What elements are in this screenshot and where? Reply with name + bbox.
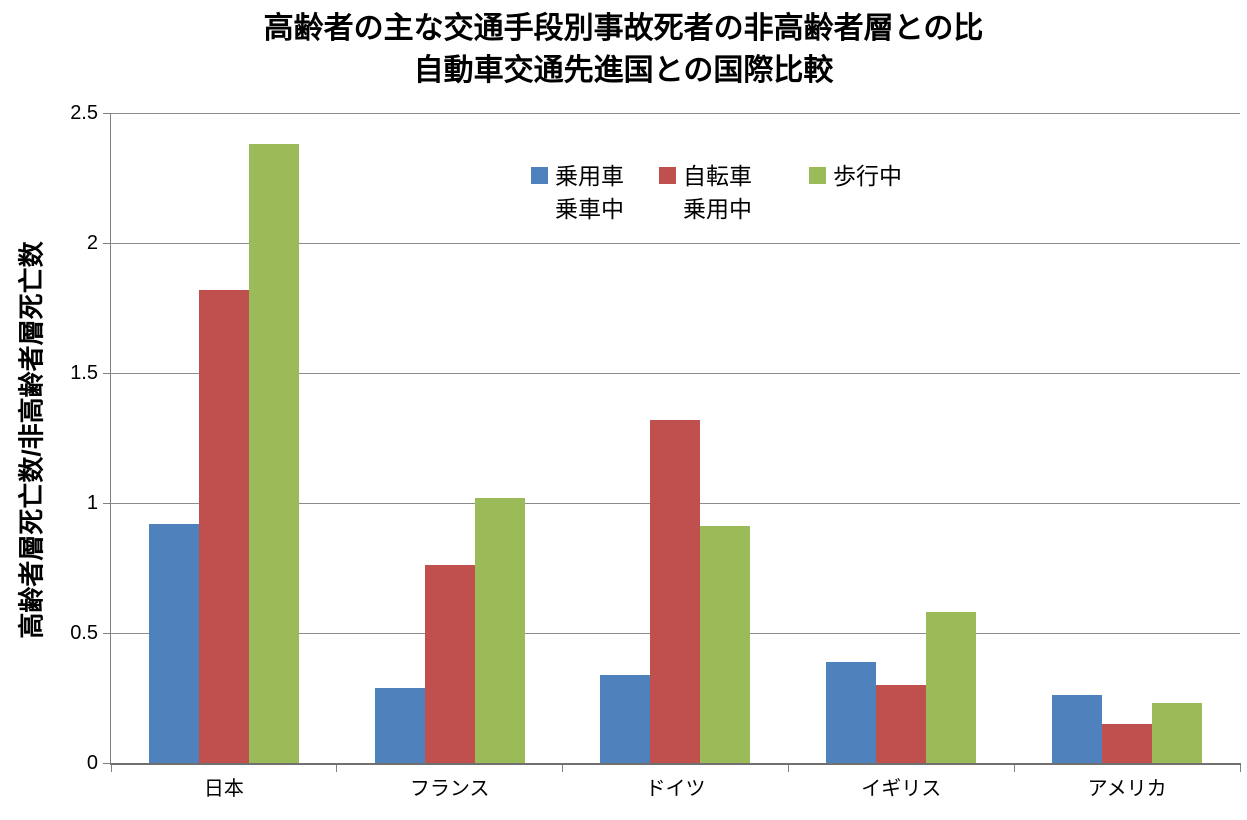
chart-title-line2: 自動車交通先進国との国際比較	[413, 54, 834, 87]
y-axis-line	[110, 113, 111, 764]
bar-日本-乗用車乗車中	[148, 523, 199, 763]
legend-item-歩行中: 歩行中	[809, 160, 902, 193]
y-tick-mark	[103, 372, 111, 374]
chart-title-line1: 高齢者の主な交通手段別事故死者の非高齢者層との比	[263, 12, 984, 45]
bar-group-日本	[111, 113, 337, 763]
x-category-label-イギリス: イギリス	[861, 778, 942, 800]
y-tick-label-2.5: 2.5	[70, 102, 98, 124]
bar-アメリカ-乗用車乗車中	[1052, 695, 1103, 763]
bar-フランス-歩行中	[474, 497, 525, 763]
bar-イギリス-乗用車乗車中	[826, 661, 877, 763]
bar-フランス-自転車乗用中	[424, 565, 475, 763]
y-tick-mark	[103, 502, 111, 504]
legend-item-自転車乗用中: 自転車 乗用中	[659, 160, 752, 226]
y-tick-label-0: 0	[86, 752, 98, 774]
bar-group-ドイツ	[563, 113, 789, 763]
legend-item-乗用車乗車中: 乗用車 乗車中	[531, 160, 624, 226]
bar-group-フランス	[337, 113, 563, 763]
y-axis-title: 高齢者層死亡数/非高齢者層死亡数	[16, 241, 47, 639]
bar-イギリス-自転車乗用中	[876, 685, 927, 763]
x-category-label-日本: 日本	[203, 778, 244, 800]
y-tick-mark	[103, 632, 111, 634]
x-tick-mark	[110, 765, 112, 772]
bar-ドイツ-歩行中	[700, 526, 751, 763]
legend: 乗用車 乗車中 自転車 乗用中 歩行中	[531, 160, 902, 226]
x-tick-mark	[562, 765, 564, 772]
x-category-label-フランス: フランス	[409, 778, 490, 800]
y-tick-mark	[103, 112, 111, 114]
plot-area	[103, 112, 1241, 772]
y-tick-label-1.5: 1.5	[70, 362, 98, 384]
gridline-2	[111, 242, 1240, 244]
bar-group-イギリス	[788, 113, 1014, 763]
legend-label-歩行中: 歩行中	[833, 163, 902, 189]
bar-イギリス-歩行中	[926, 612, 977, 763]
bar-日本-自転車乗用中	[198, 289, 249, 763]
x-category-label-ドイツ: ドイツ	[645, 778, 706, 800]
y-tick-label-2: 2	[86, 232, 98, 254]
y-tick-mark	[103, 242, 111, 244]
y-tick-mark	[103, 762, 111, 764]
x-tick-mark	[1239, 765, 1241, 772]
bar-ドイツ-自転車乗用中	[650, 419, 701, 763]
gridline-1.5	[111, 372, 1240, 374]
legend-swatch-歩行中	[809, 167, 826, 184]
bar-group-アメリカ	[1014, 113, 1240, 763]
x-tick-mark	[787, 765, 789, 772]
x-category-label-アメリカ: アメリカ	[1087, 778, 1167, 800]
chart-title: 高齢者の主な交通手段別事故死者の非高齢者層との比 自動車交通先進国との国際比較	[0, 8, 1247, 92]
gridline-2.5	[111, 112, 1240, 114]
legend-swatch-乗用車乗車中	[531, 167, 548, 184]
legend-swatch-自転車乗用中	[659, 167, 676, 184]
x-tick-mark	[336, 765, 338, 772]
legend-label-自転車乗用中: 自転車 乗用中	[683, 163, 752, 222]
bar-アメリカ-歩行中	[1152, 703, 1203, 763]
y-tick-label-1: 1	[86, 492, 98, 514]
bar-アメリカ-自転車乗用中	[1102, 724, 1153, 763]
bar-フランス-乗用車乗車中	[374, 687, 425, 763]
y-tick-label-0.5: 0.5	[70, 622, 98, 644]
x-axis-line	[110, 763, 1241, 765]
x-tick-mark	[1013, 765, 1015, 772]
bar-ドイツ-乗用車乗車中	[600, 674, 651, 763]
legend-label-乗用車乗車中: 乗用車 乗車中	[555, 163, 624, 222]
bar-日本-歩行中	[248, 144, 299, 763]
